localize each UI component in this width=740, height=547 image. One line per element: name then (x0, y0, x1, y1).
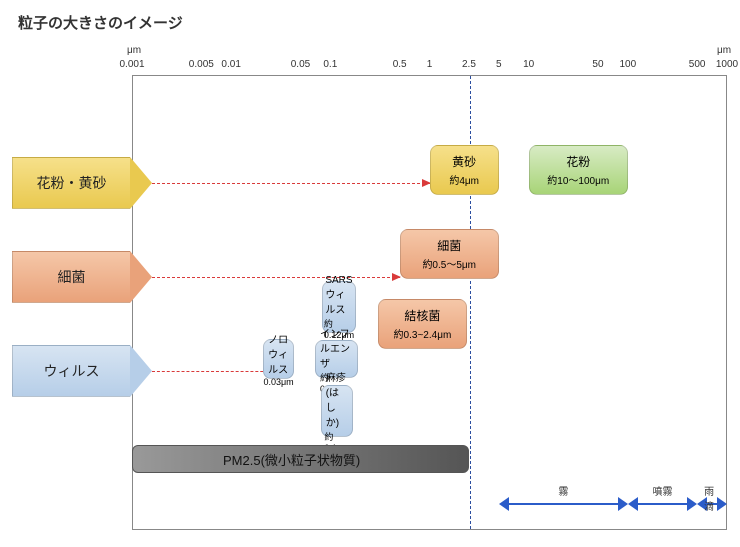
category-arrow: 花粉・黄砂 (12, 157, 152, 209)
vline-2-5 (470, 76, 471, 529)
axis-tick: 50 (592, 59, 603, 70)
pointer-line (152, 277, 400, 278)
particle-box: 黄砂約4μm (430, 145, 499, 195)
range-label: 雨滴 (704, 483, 720, 513)
range-label: 霧 (558, 483, 568, 498)
unit-left: μm (127, 45, 141, 56)
pointer-line (152, 183, 430, 184)
pointer-line (152, 371, 278, 372)
particle-size: 約0.3~2.4μm (394, 326, 452, 341)
particle-box: 細菌約0.5～5μm (400, 229, 499, 279)
particle-name: 花粉 (566, 153, 590, 170)
category-label: 花粉・黄砂 (12, 157, 130, 209)
range-line (507, 503, 620, 505)
chevron-right-icon (130, 157, 152, 209)
particle-size: 0.03μm (263, 377, 293, 387)
axis-tick: 100 (619, 59, 636, 70)
axis-tick: 500 (689, 59, 706, 70)
axis-tick: 1000 (716, 59, 738, 70)
category-label: 細菌 (12, 251, 130, 303)
particle-name: SARSウィルス (325, 275, 352, 316)
axis-tick: 2.5 (462, 59, 476, 70)
axis-tick: 5 (496, 59, 502, 70)
range-line (636, 503, 689, 505)
chart-title: 粒子の大きさのイメージ (18, 12, 728, 33)
pm25-bar: PM2.5(微小粒子状物質) (132, 445, 469, 473)
axis-tick: 0.5 (393, 59, 407, 70)
particle-box: 結核菌約0.3~2.4μm (378, 299, 468, 349)
axis-tick: 0.01 (221, 59, 240, 70)
category-arrow: 細菌 (12, 251, 152, 303)
particle-name: ノロウィルス (268, 331, 289, 376)
range-arrow (499, 497, 628, 511)
particle-name: インフルエンザ (320, 325, 353, 370)
axis-tick: 10 (523, 59, 534, 70)
particle-box: ノロウィルス0.03μm (263, 339, 294, 379)
particle-name: 細菌 (437, 237, 461, 254)
axis-tick: 0.1 (323, 59, 337, 70)
axis-tick: 0.001 (119, 59, 144, 70)
axis-tick: 1 (427, 59, 433, 70)
range-arrow (628, 497, 697, 511)
particle-size: 約4μm (449, 172, 479, 187)
chevron-right-icon (130, 345, 152, 397)
category-label: ウィルス (12, 345, 130, 397)
particle-box: 麻疹(はしか)約0.1μm (321, 385, 353, 437)
particle-box: 花粉約10～100μm (529, 145, 628, 195)
particle-name: 黄砂 (452, 153, 476, 170)
chart: μm μm 0.001 0.005 0.01 0.05 0.1 0.5 1 2.5 5 10 50 100… (12, 45, 728, 535)
unit-right: μm (717, 45, 731, 56)
axis-tick: 0.05 (291, 59, 310, 70)
particle-size: 約0.5～5μm (422, 256, 476, 271)
particle-name: 麻疹(はしか) (326, 369, 348, 429)
axis-tick: 0.005 (189, 59, 214, 70)
category-arrow: ウィルス (12, 345, 152, 397)
particle-size: 約10～100μm (547, 172, 609, 187)
particle-name: 結核菌 (404, 307, 440, 324)
range-label: 噴霧 (652, 483, 672, 498)
chevron-right-icon (130, 251, 152, 303)
